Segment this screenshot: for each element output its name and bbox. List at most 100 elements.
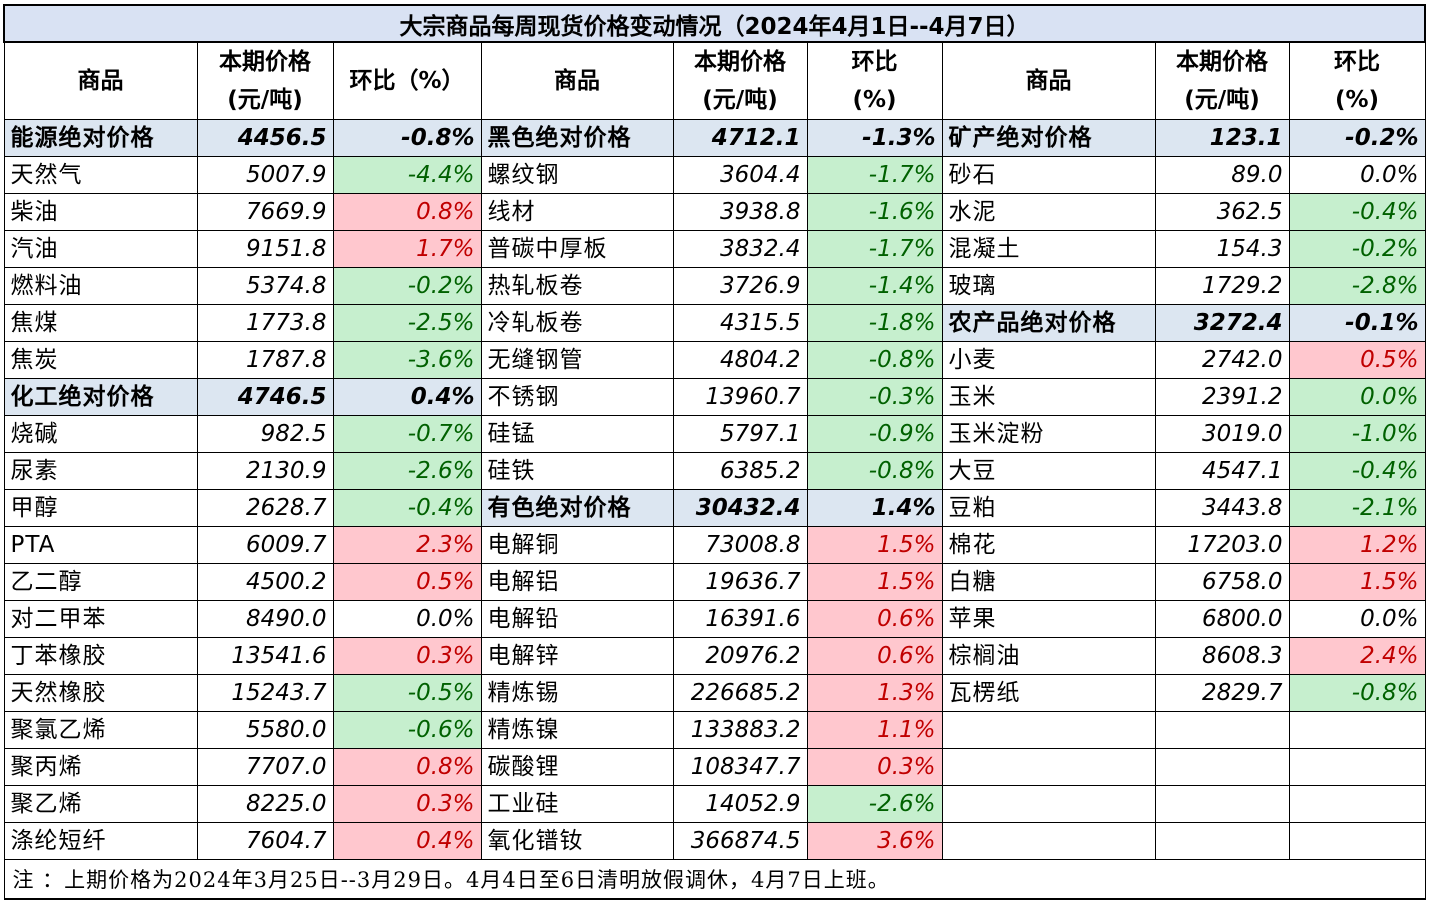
change-cell xyxy=(1288,711,1426,749)
price-cell: 5007.9 xyxy=(196,156,334,194)
price-cell: 4456.5 xyxy=(196,119,334,157)
commodity-name-cell: 电解铜 xyxy=(480,526,674,564)
change-cell: 1.5% xyxy=(806,563,943,601)
header-change: 环比（%） xyxy=(332,41,482,120)
change-cell: 2.3% xyxy=(332,526,482,564)
table-title: 大宗商品每周现货价格变动情况（2024年4月1日--4月7日） xyxy=(2,4,1427,43)
price-cell: 20976.2 xyxy=(672,637,808,675)
change-cell: -4.4% xyxy=(332,156,482,194)
commodity-name-cell: 焦煤 xyxy=(3,304,198,342)
commodity-name-cell: 硅铁 xyxy=(480,452,674,490)
commodity-name-cell: 棕榈油 xyxy=(941,637,1156,675)
commodity-name-cell: 聚氯乙烯 xyxy=(3,711,198,749)
commodity-name-cell: 冷轧板卷 xyxy=(480,304,674,342)
change-cell: 0.4% xyxy=(332,378,482,416)
change-cell: -0.6% xyxy=(332,711,482,749)
header-row: 商品 本期价格 (元/吨) 环比（%） 商品 本期价格 (元/吨) 环比 (%)… xyxy=(3,41,1426,120)
table-row: 焦炭 1787.8 -3.6% 无缝钢管 4804.2 -0.8% 小麦 2742.0 0.5% xyxy=(3,341,1426,379)
commodity-name-cell xyxy=(941,785,1156,823)
change-cell: -2.5% xyxy=(332,304,482,342)
table-row: 烧碱 982.5 -0.7% 硅锰 5797.1 -0.9% 玉米淀粉 3019.0 -1.0% xyxy=(3,415,1426,453)
change-cell: -0.4% xyxy=(1288,452,1426,490)
price-cell: 2130.9 xyxy=(196,452,334,490)
commodity-name-cell xyxy=(941,748,1156,786)
table-row: 能源绝对价格 4456.5 -0.8% 黑色绝对价格 4712.1 -1.3% 矿产绝对价格… xyxy=(3,119,1426,157)
commodity-name-cell: 混凝土 xyxy=(941,230,1156,268)
price-cell: 8490.0 xyxy=(196,600,334,638)
price-cell: 6758.0 xyxy=(1154,563,1290,601)
price-cell: 226685.2 xyxy=(672,674,808,712)
change-cell: 0.5% xyxy=(332,563,482,601)
commodity-name-cell: 聚丙烯 xyxy=(3,748,198,786)
price-cell: 16391.6 xyxy=(672,600,808,638)
table-row: PTA 6009.7 2.3% 电解铜 73008.8 1.5% 棉花 17203.0 1.2% xyxy=(3,526,1426,564)
header-commodity: 商品 xyxy=(3,41,198,120)
table-row: 甲醇 2628.7 -0.4% 有色绝对价格 30432.4 1.4% 豆粕 3443.8 -2… xyxy=(3,489,1426,527)
change-cell: -1.8% xyxy=(806,304,943,342)
commodity-name-cell: 对二甲苯 xyxy=(3,600,198,638)
change-cell: -2.8% xyxy=(1288,267,1426,305)
price-cell: 2628.7 xyxy=(196,489,334,527)
commodity-name-cell: 热轧板卷 xyxy=(480,267,674,305)
commodity-name-cell: 螺纹钢 xyxy=(480,156,674,194)
commodity-name-cell: 瓦楞纸 xyxy=(941,674,1156,712)
commodity-name-cell: 焦炭 xyxy=(3,341,198,379)
table-row: 燃料油 5374.8 -0.2% 热轧板卷 3726.9 -1.4% 玻璃 1729.2 -2.… xyxy=(3,267,1426,305)
price-cell xyxy=(1154,822,1290,860)
commodity-name-cell: 氧化镨钕 xyxy=(480,822,674,860)
price-cell: 3832.4 xyxy=(672,230,808,268)
group-name-cell: 矿产绝对价格 xyxy=(941,119,1156,157)
header-price: 本期价格 (元/吨) xyxy=(1154,41,1290,120)
commodity-name-cell: 电解铅 xyxy=(480,600,674,638)
table-row: 乙二醇 4500.2 0.5% 电解铝 19636.7 1.5% 白糖 6758.0 1.5% xyxy=(3,563,1426,601)
price-cell: 366874.5 xyxy=(672,822,808,860)
change-cell: 1.5% xyxy=(806,526,943,564)
change-cell: 0.5% xyxy=(1288,341,1426,379)
change-cell: -0.4% xyxy=(332,489,482,527)
commodity-name-cell: 燃料油 xyxy=(3,267,198,305)
change-cell: -1.3% xyxy=(806,119,943,157)
commodity-name-cell: 聚乙烯 xyxy=(3,785,198,823)
commodity-name-cell: 汽油 xyxy=(3,230,198,268)
change-cell: 0.3% xyxy=(332,637,482,675)
change-cell xyxy=(1288,822,1426,860)
commodity-name-cell: 甲醇 xyxy=(3,489,198,527)
commodity-name-cell: 水泥 xyxy=(941,193,1156,231)
price-cell: 3443.8 xyxy=(1154,489,1290,527)
change-cell: -3.6% xyxy=(332,341,482,379)
group-name-cell: 农产品绝对价格 xyxy=(941,304,1156,342)
commodity-name-cell: PTA xyxy=(3,526,198,564)
price-cell: 3938.8 xyxy=(672,193,808,231)
table-row: 聚乙烯 8225.0 0.3% 工业硅 14052.9 -2.6% xyxy=(3,785,1426,823)
price-cell: 15243.7 xyxy=(196,674,334,712)
change-cell: 0.0% xyxy=(1288,600,1426,638)
price-cell: 154.3 xyxy=(1154,230,1290,268)
price-cell: 4746.5 xyxy=(196,378,334,416)
table-row: 焦煤 1773.8 -2.5% 冷轧板卷 4315.5 -1.8% 农产品绝对价格 3272.… xyxy=(3,304,1426,342)
price-cell: 133883.2 xyxy=(672,711,808,749)
price-cell: 19636.7 xyxy=(672,563,808,601)
change-cell: -0.3% xyxy=(806,378,943,416)
commodity-name-cell: 无缝钢管 xyxy=(480,341,674,379)
change-cell: 0.8% xyxy=(332,193,482,231)
commodity-name-cell: 碳酸锂 xyxy=(480,748,674,786)
change-cell: -0.2% xyxy=(1288,119,1426,157)
price-cell: 1729.2 xyxy=(1154,267,1290,305)
group-name-cell: 黑色绝对价格 xyxy=(480,119,674,157)
change-cell: -0.9% xyxy=(806,415,943,453)
commodity-name-cell: 烧碱 xyxy=(3,415,198,453)
change-cell: 1.7% xyxy=(332,230,482,268)
table-row: 化工绝对价格 4746.5 0.4% 不锈钢 13960.7 -0.3% 玉米 2391.2 0… xyxy=(3,378,1426,416)
price-cell: 2391.2 xyxy=(1154,378,1290,416)
commodity-name-cell: 玉米淀粉 xyxy=(941,415,1156,453)
commodity-name-cell: 玉米 xyxy=(941,378,1156,416)
commodity-name-cell: 大豆 xyxy=(941,452,1156,490)
change-cell: -1.7% xyxy=(806,230,943,268)
change-cell: 1.1% xyxy=(806,711,943,749)
price-cell: 5374.8 xyxy=(196,267,334,305)
price-cell: 1787.8 xyxy=(196,341,334,379)
price-cell: 2742.0 xyxy=(1154,341,1290,379)
price-cell: 4547.1 xyxy=(1154,452,1290,490)
table-row: 汽油 9151.8 1.7% 普碳中厚板 3832.4 -1.7% 混凝土 154.3 -0.2… xyxy=(3,230,1426,268)
commodity-name-cell: 丁苯橡胶 xyxy=(3,637,198,675)
